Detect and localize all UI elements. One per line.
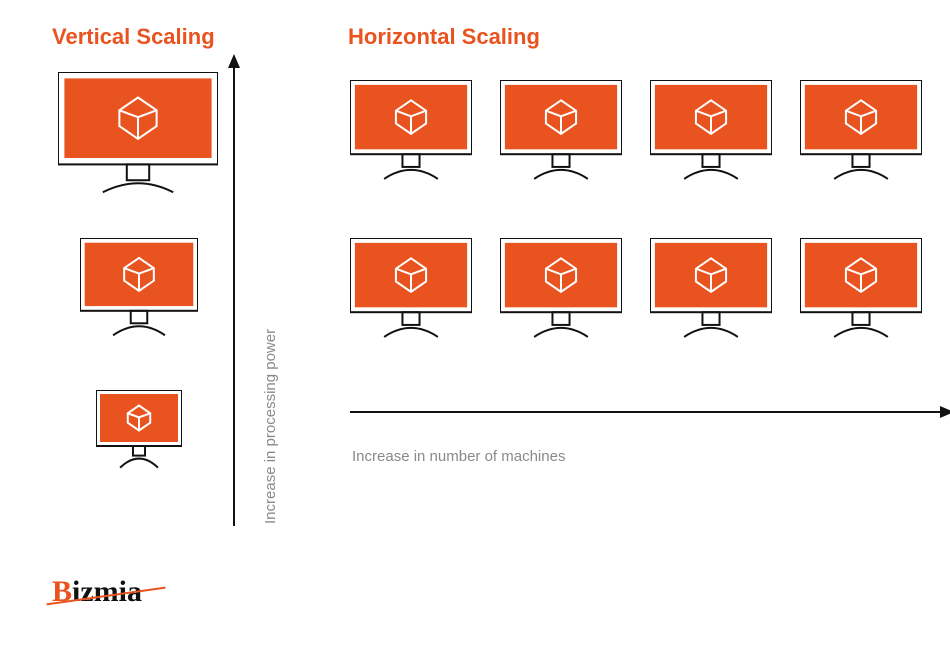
vertical-monitor-1: [80, 238, 198, 342]
horizontal-axis-label: Increase in number of machines: [352, 448, 565, 465]
horizontal-axis-arrow: [350, 402, 950, 422]
diagram-canvas: Vertical Scaling Horizontal Scaling Incr…: [0, 0, 950, 657]
horizontal-monitor-r0-c1: [500, 80, 622, 186]
heading-vertical-scaling: Vertical Scaling: [52, 24, 215, 50]
heading-horizontal-scaling: Horizontal Scaling: [348, 24, 540, 50]
brand-logo: Bizmia: [52, 575, 142, 609]
vertical-axis-arrow: [224, 54, 244, 526]
horizontal-monitor-r1-c2: [650, 238, 772, 344]
horizontal-monitor-r0-c0: [350, 80, 472, 186]
horizontal-monitor-r1-c3: [800, 238, 922, 344]
vertical-axis-label: Increase in processing power: [262, 329, 279, 524]
horizontal-monitor-r1-c0: [350, 238, 472, 344]
horizontal-monitor-r1-c1: [500, 238, 622, 344]
vertical-monitor-0: [58, 72, 218, 204]
horizontal-monitor-r0-c2: [650, 80, 772, 186]
vertical-monitor-2: [96, 390, 182, 470]
horizontal-monitor-r0-c3: [800, 80, 922, 186]
